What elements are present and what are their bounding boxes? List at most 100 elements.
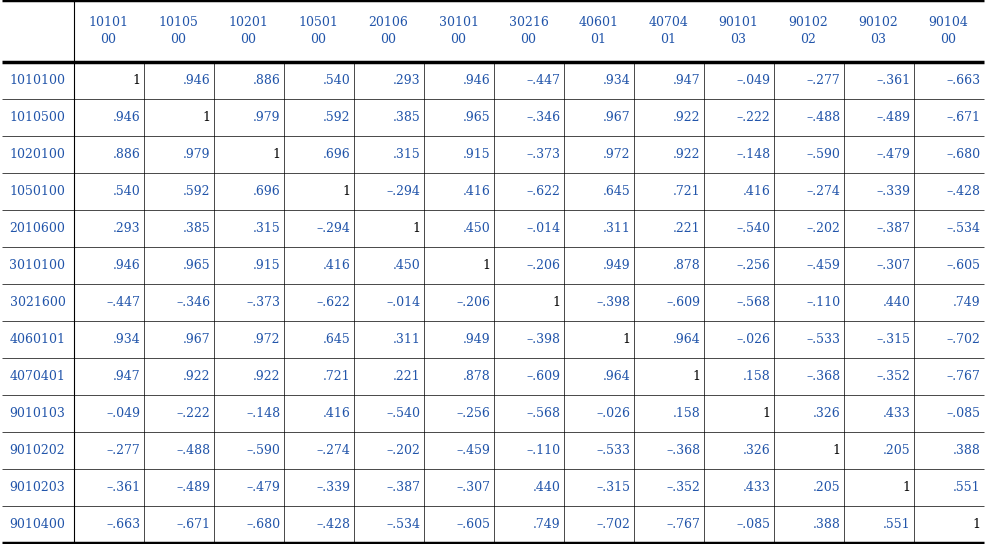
Text: .551: .551 xyxy=(883,518,910,531)
Text: 9010202: 9010202 xyxy=(10,444,65,457)
Text: –.361: –.361 xyxy=(877,74,910,87)
Text: .416: .416 xyxy=(463,185,491,198)
Text: .450: .450 xyxy=(393,259,421,272)
Text: .965: .965 xyxy=(183,259,211,272)
Text: –.387: –.387 xyxy=(877,222,910,235)
Text: –.361: –.361 xyxy=(106,481,141,494)
Text: .326: .326 xyxy=(743,444,770,457)
Text: .721: .721 xyxy=(673,185,700,198)
Text: –.339: –.339 xyxy=(316,481,351,494)
Text: –.702: –.702 xyxy=(597,518,630,531)
Text: 1: 1 xyxy=(902,481,910,494)
Text: .946: .946 xyxy=(183,74,211,87)
Text: .964: .964 xyxy=(673,333,700,346)
Text: –.256: –.256 xyxy=(457,407,491,420)
Text: .388: .388 xyxy=(952,444,980,457)
Text: 40601
01: 40601 01 xyxy=(578,16,619,46)
Text: –.085: –.085 xyxy=(737,518,770,531)
Text: .949: .949 xyxy=(603,259,630,272)
Text: .450: .450 xyxy=(463,222,491,235)
Text: –.534: –.534 xyxy=(947,222,980,235)
Text: –.702: –.702 xyxy=(947,333,980,346)
Text: .886: .886 xyxy=(112,148,141,161)
Text: –.346: –.346 xyxy=(176,296,211,309)
Text: .946: .946 xyxy=(112,111,141,124)
Text: –.148: –.148 xyxy=(246,407,281,420)
Text: .922: .922 xyxy=(673,148,700,161)
Text: –.222: –.222 xyxy=(176,407,211,420)
Text: –.605: –.605 xyxy=(456,518,491,531)
Text: .947: .947 xyxy=(673,74,700,87)
Text: .934: .934 xyxy=(603,74,630,87)
Text: .205: .205 xyxy=(883,444,910,457)
Text: 20106
00: 20106 00 xyxy=(368,16,409,46)
Text: .878: .878 xyxy=(673,259,700,272)
Text: 1: 1 xyxy=(762,407,770,420)
Text: .645: .645 xyxy=(323,333,351,346)
Text: 10501
00: 10501 00 xyxy=(298,16,339,46)
Text: .315: .315 xyxy=(253,222,281,235)
Text: .540: .540 xyxy=(112,185,141,198)
Text: –.222: –.222 xyxy=(737,111,770,124)
Text: –.206: –.206 xyxy=(456,296,491,309)
Text: –.568: –.568 xyxy=(527,407,560,420)
Text: .158: .158 xyxy=(673,407,700,420)
Text: 9010203: 9010203 xyxy=(10,481,65,494)
Text: –.368: –.368 xyxy=(667,444,700,457)
Text: –.315: –.315 xyxy=(877,333,910,346)
Text: –.622: –.622 xyxy=(316,296,351,309)
Text: –.256: –.256 xyxy=(737,259,770,272)
Text: –.398: –.398 xyxy=(527,333,560,346)
Text: –.373: –.373 xyxy=(246,296,281,309)
Text: –.663: –.663 xyxy=(106,518,141,531)
Text: 1: 1 xyxy=(832,444,840,457)
Text: .551: .551 xyxy=(952,481,980,494)
Text: 4060101: 4060101 xyxy=(10,333,65,346)
Text: 2010600: 2010600 xyxy=(10,222,65,235)
Text: .205: .205 xyxy=(813,481,840,494)
Text: –.368: –.368 xyxy=(807,370,840,383)
Text: 9010103: 9010103 xyxy=(10,407,65,420)
Text: –.447: –.447 xyxy=(527,74,560,87)
Text: 1050100: 1050100 xyxy=(10,185,65,198)
Text: –.307: –.307 xyxy=(877,259,910,272)
Text: –.026: –.026 xyxy=(737,333,770,346)
Text: 9010400: 9010400 xyxy=(10,518,65,531)
Text: –.609: –.609 xyxy=(667,296,700,309)
Text: –.459: –.459 xyxy=(457,444,491,457)
Text: –.767: –.767 xyxy=(947,370,980,383)
Text: –.277: –.277 xyxy=(807,74,840,87)
Text: .749: .749 xyxy=(533,518,560,531)
Text: 90102
02: 90102 02 xyxy=(789,16,828,46)
Text: –.489: –.489 xyxy=(877,111,910,124)
Text: –.277: –.277 xyxy=(106,444,141,457)
Text: –.352: –.352 xyxy=(877,370,910,383)
Text: –.767: –.767 xyxy=(667,518,700,531)
Text: –.202: –.202 xyxy=(387,444,421,457)
Text: .886: .886 xyxy=(252,74,281,87)
Text: 1: 1 xyxy=(972,518,980,531)
Text: –.294: –.294 xyxy=(387,185,421,198)
Text: 90101
03: 90101 03 xyxy=(719,16,758,46)
Text: –.294: –.294 xyxy=(316,222,351,235)
Text: 1010500: 1010500 xyxy=(10,111,65,124)
Text: .967: .967 xyxy=(603,111,630,124)
Text: 1: 1 xyxy=(273,148,281,161)
Text: –.488: –.488 xyxy=(807,111,840,124)
Text: 1: 1 xyxy=(203,111,211,124)
Text: .645: .645 xyxy=(603,185,630,198)
Text: .221: .221 xyxy=(393,370,421,383)
Text: –.534: –.534 xyxy=(386,518,421,531)
Text: .946: .946 xyxy=(112,259,141,272)
Text: 10101
00: 10101 00 xyxy=(89,16,128,46)
Text: –.540: –.540 xyxy=(386,407,421,420)
Text: .964: .964 xyxy=(603,370,630,383)
Text: –.352: –.352 xyxy=(667,481,700,494)
Text: .947: .947 xyxy=(113,370,141,383)
Text: .416: .416 xyxy=(323,259,351,272)
Text: 90104
00: 90104 00 xyxy=(929,16,968,46)
Text: –.671: –.671 xyxy=(176,518,211,531)
Text: 1010100: 1010100 xyxy=(10,74,65,87)
Text: –.680: –.680 xyxy=(947,148,980,161)
Text: –.315: –.315 xyxy=(597,481,630,494)
